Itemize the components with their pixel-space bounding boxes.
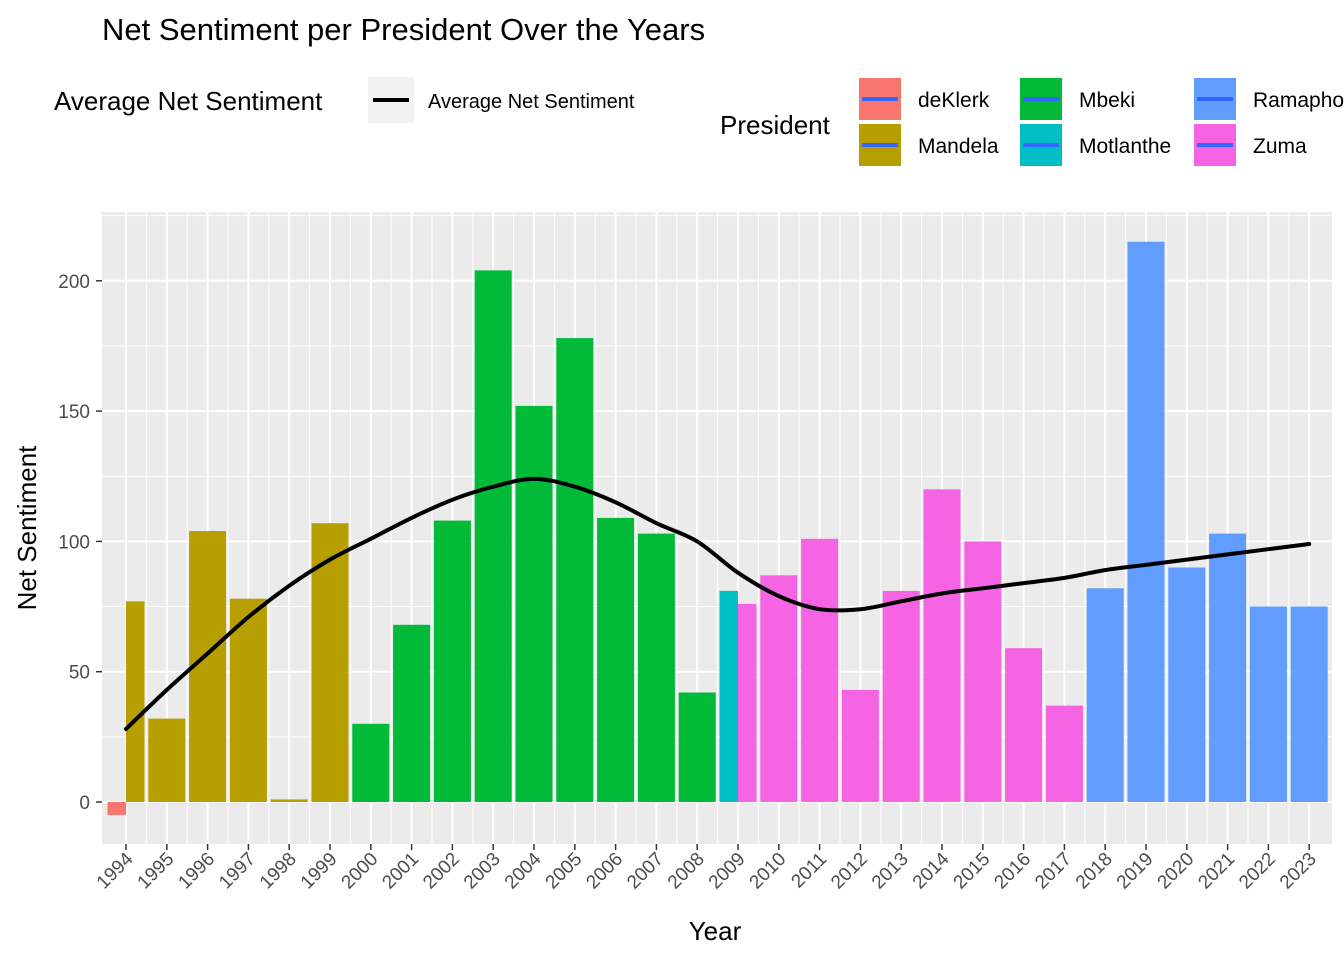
x-tick-label: 2013 [868,849,913,894]
x-tick-label: 2017 [1031,849,1076,894]
x-axis-title: Year [689,916,742,946]
legend-item-ramaphosa: Ramaphosa [1192,76,1344,122]
x-tick-label: 1997 [215,849,260,894]
bar-zuma-2013 [882,590,920,802]
bars [107,241,1328,815]
x-tick-label: 2021 [1194,849,1239,894]
legend-item-zuma: Zuma [1192,122,1307,168]
bar-zuma-2009 [738,603,757,802]
legend-item-mbeki: Mbeki [1018,76,1135,122]
average-line [124,476,1312,731]
x-tick-label: 2005 [542,849,587,894]
y-tick-label: 200 [58,272,90,293]
x-tick-label: 2001 [378,849,423,894]
x-tick-label: 2020 [1154,849,1199,894]
fill-legend-items: deKlerk Mandela Mbeki Motlanthe Ramaphosa Zum… [857,76,1344,168]
y-axis-ticks: 0 50 100 150 200 [58,272,102,814]
y-tick-label: 150 [58,402,90,423]
x-tick-label: 2023 [1276,849,1321,894]
legend-label: Mandela [918,135,999,158]
x-tick-label: 1999 [297,849,342,894]
x-tick-label: 1996 [174,849,219,894]
bar-zuma-2010 [760,575,798,802]
bar-ramaphosa-2020 [1168,567,1206,802]
legend-label: Ramaphosa [1253,89,1344,112]
bar-zuma-2016 [1005,648,1043,802]
chart-title: Net Sentiment per President Over the Yea… [102,12,705,47]
x-tick-label: 1998 [256,849,301,894]
bar-mbeki-2007 [637,533,675,802]
x-axis-ticks: 1994199519961997199819992000200120022003… [93,844,1321,893]
x-tick-label: 2011 [787,849,831,893]
gridlines [102,212,1332,844]
bar-zuma-2015 [964,541,1002,802]
x-tick-label: 1994 [93,848,138,893]
bar-zuma-2014 [923,489,961,802]
bar-ramaphosa-2022 [1249,606,1287,802]
x-tick-label: 2018 [1072,849,1117,894]
x-tick-label: 2012 [827,849,872,894]
legend-label: deKlerk [918,89,990,112]
bar-ramaphosa-2021 [1209,533,1247,802]
fill-legend-title: President [720,110,831,140]
legend-label: Zuma [1253,135,1307,158]
legend-item-motlanthe: Motlanthe [1018,122,1171,168]
line-legend: Average Net Sentiment Average Net Sentim… [54,77,635,123]
bar-zuma-2012 [841,689,879,802]
plot-panel [102,212,1332,844]
bar-mbeki-2008 [678,692,716,802]
bar-zuma-2017 [1045,705,1083,802]
y-tick-label: 100 [58,532,90,553]
line-legend-label: Average Net Sentiment [428,91,635,113]
legend-item-mandela: Mandela [857,122,999,168]
bar-mandela-1995 [148,718,186,802]
x-tick-label: 2000 [338,849,383,894]
x-tick-label: 2014 [909,848,954,893]
x-tick-label: 2008 [664,849,709,894]
bar-mbeki-2001 [393,624,431,802]
fill-legend: President deKlerk Mandela Mbeki Motlanthe Ra… [720,76,1344,168]
bar-mbeki-2002 [433,520,471,802]
x-tick-label: 2004 [501,848,546,893]
bar-zuma-2011 [801,538,839,802]
x-tick-label: 2009 [705,849,750,894]
x-tick-label: 2019 [1113,849,1158,894]
bar-mandela-1994 [126,601,145,802]
bar-mbeki-2005 [556,338,594,802]
x-tick-label: 2003 [460,849,505,894]
bar-motlanthe-2009 [719,590,738,802]
legend-label: Mbeki [1079,89,1135,112]
bar-mbeki-2004 [515,405,553,802]
y-tick-label: 0 [79,793,90,814]
x-tick-label: 2010 [746,849,791,894]
legend-item-deklerk: deKlerk [857,76,990,122]
bar-ramaphosa-2023 [1290,606,1328,802]
x-tick-label: 2006 [582,849,627,894]
bar-mbeki-2000 [352,723,390,802]
legend-label: Motlanthe [1079,135,1171,158]
x-tick-label: 1995 [134,849,179,894]
bar-ramaphosa-2018 [1086,588,1124,802]
x-tick-label: 2002 [419,849,464,894]
line-legend-title: Average Net Sentiment [54,86,323,116]
x-tick-label: 2022 [1235,849,1280,894]
bar-mandela-1998 [270,799,308,802]
bar-mandela-1997 [229,598,267,802]
x-tick-label: 2007 [623,849,668,894]
bar-mbeki-2006 [597,517,635,802]
bar-mbeki-2003 [474,270,512,802]
x-tick-label: 2015 [950,849,995,894]
y-tick-label: 50 [69,663,90,684]
bar-mandela-1999 [311,523,349,802]
x-tick-label: 2016 [990,849,1035,894]
bar-deklerk-1994 [107,802,126,815]
y-axis-title: Net Sentiment [12,445,42,611]
bar-ramaphosa-2019 [1127,241,1165,802]
